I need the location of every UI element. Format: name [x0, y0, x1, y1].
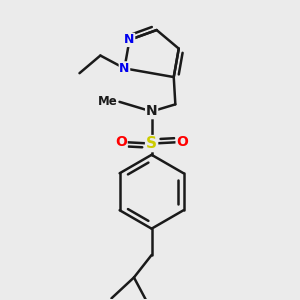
- Text: N: N: [119, 62, 130, 75]
- Text: S: S: [146, 136, 157, 151]
- Text: O: O: [115, 135, 127, 149]
- Text: N: N: [146, 104, 158, 118]
- Text: O: O: [176, 135, 188, 149]
- Text: N: N: [124, 33, 135, 46]
- Text: Me: Me: [98, 95, 118, 108]
